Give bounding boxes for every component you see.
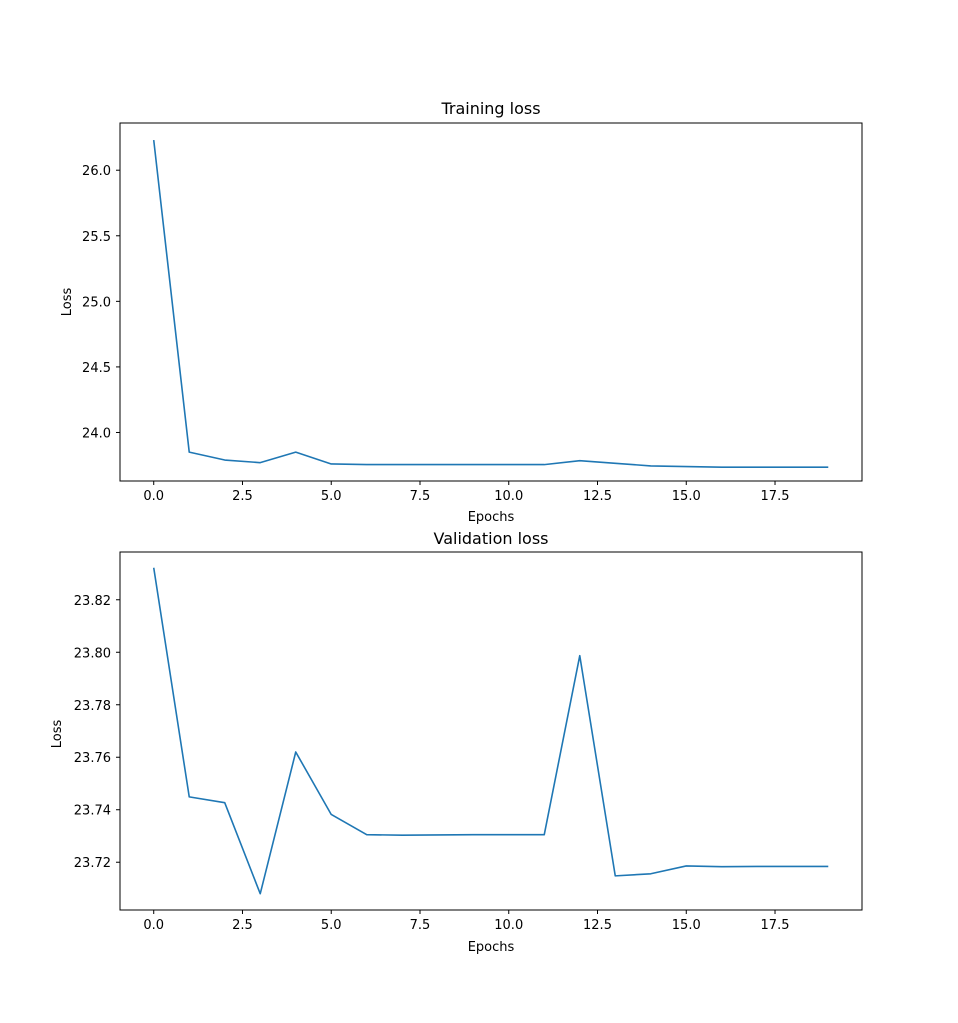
training-loss-data-point [259,462,261,464]
training-loss-ytick-label: 24.0 [82,426,111,441]
training-loss-series-line [152,139,829,469]
training-loss-data-point [295,451,297,453]
validation-loss-axes-frame [119,551,863,911]
training-loss-data-point [543,464,545,466]
training-loss-data-point [437,464,439,466]
training-loss-data-point [685,466,687,468]
training-loss-data-point [827,466,829,468]
validation-loss-data-point [650,873,652,875]
validation-loss-data-point [508,834,510,836]
training-loss-data-point [330,463,332,465]
training-loss-xtick-label: 5.0 [321,489,342,504]
validation-loss-marks: 0.0 2.5 5.0 7.5 10.0 12.5 15.0 17.5 23.72 23.74 23… [74,567,829,933]
training-loss-ytick-label: 24.5 [82,361,111,376]
training-loss-data-point [614,462,616,464]
training-loss-data-point [401,464,403,466]
validation-loss-data-point [614,875,616,877]
training-loss-data-point [579,460,581,462]
training-loss-axes-frame [119,122,863,482]
validation-loss-series-line [152,567,829,895]
validation-loss-data-point [401,834,403,836]
validation-loss-xtick-label: 12.5 [583,918,612,933]
validation-loss-data-point [827,866,829,868]
validation-loss-xtick-label: 7.5 [410,918,431,933]
training-loss-xtick-label: 0.0 [143,489,164,504]
training-loss-xtick-label: 2.5 [232,489,253,504]
training-loss-data-point [366,464,368,466]
training-loss-ytick-label: 25.5 [82,230,111,245]
validation-loss-data-point [224,802,226,804]
training-loss-title: Training loss [440,99,540,118]
validation-loss-xtick-label: 5.0 [321,918,342,933]
validation-loss-data-point [579,655,581,657]
validation-loss-data-point [330,814,332,816]
validation-loss-xtick-label: 0.0 [143,918,164,933]
training-loss-data-point [472,464,474,466]
training-loss-xtick-label: 7.5 [410,489,431,504]
training-loss-xtick-label: 10.0 [494,489,523,504]
validation-loss-data-point [295,751,297,753]
training-loss-marks: 0.0 2.5 5.0 7.5 10.0 12.5 15.0 17.5 24.0 24.5 25.0… [82,139,829,504]
training-loss-data-point [650,465,652,467]
validation-loss-ylabel: Loss [50,720,65,749]
training-loss-data-point [508,464,510,466]
validation-loss-data-point [685,865,687,867]
validation-loss-xtick-label: 2.5 [232,918,253,933]
validation-loss-xtick-label: 15.0 [672,918,701,933]
training-loss-data-point [756,466,758,468]
training-loss-data-point [188,451,190,453]
training-loss-data-point [153,139,155,141]
training-loss-xtick-label: 12.5 [583,489,612,504]
validation-loss-ytick-label: 23.72 [74,856,111,871]
validation-loss-data-point [721,866,723,868]
training-loss-ytick-label: 25.0 [82,295,111,310]
validation-loss-data-point [756,866,758,868]
validation-loss-data-point [543,834,545,836]
validation-loss-xtick-label: 17.5 [761,918,790,933]
validation-loss-ytick-label: 23.80 [74,646,111,661]
validation-loss-xlabel: Epochs [468,940,515,955]
validation-loss-data-point [259,893,261,895]
validation-loss-ytick-label: 23.76 [74,751,111,766]
training-loss-xtick-label: 17.5 [761,489,790,504]
validation-loss-xtick-label: 10.0 [494,918,523,933]
validation-loss-ytick-label: 23.74 [74,804,111,819]
validation-loss-data-point [153,567,155,569]
training-loss-data-point [792,466,794,468]
training-loss-xtick-label: 15.0 [672,489,701,504]
validation-loss-data-point [472,834,474,836]
validation-loss-data-point [366,834,368,836]
validation-loss-ytick-label: 23.78 [74,699,111,714]
validation-loss-ytick-label: 23.82 [74,594,111,609]
validation-loss-data-point [188,796,190,798]
validation-loss-title: Validation loss [434,529,549,548]
training-loss-ytick-label: 26.0 [82,164,111,179]
training-loss-subplot: Training loss 0.0 2.5 5.0 7.5 10.0 12.5 15.0 17… [60,99,863,525]
validation-loss-data-point [437,834,439,836]
training-loss-xlabel: Epochs [468,510,515,525]
training-loss-data-point [224,459,226,461]
validation-loss-subplot: Validation loss 0.0 2.5 5.0 7.5 10.0 12.5 15.0… [50,529,863,955]
training-loss-data-point [721,466,723,468]
training-loss-ylabel: Loss [60,288,75,317]
validation-loss-data-point [792,866,794,868]
